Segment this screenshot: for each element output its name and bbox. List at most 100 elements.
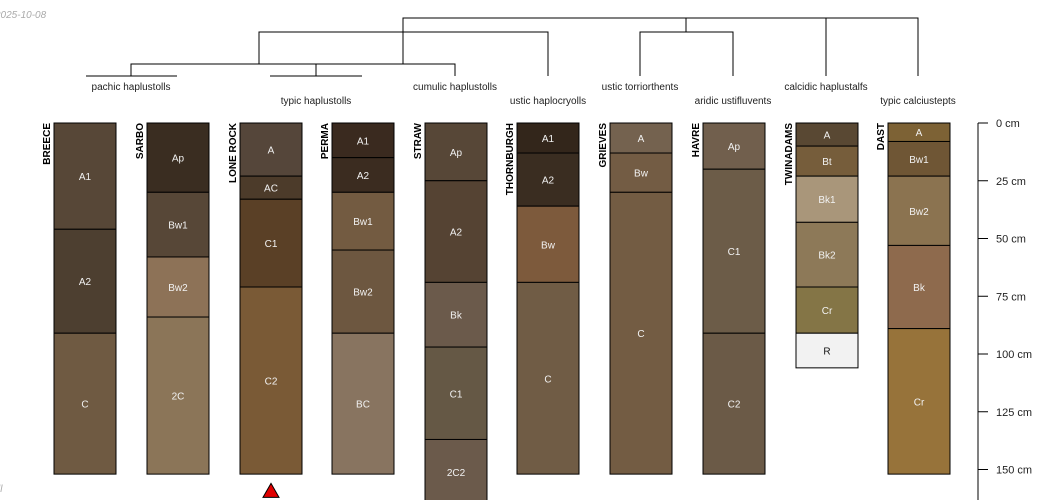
horizon-label: Bw2 [353,288,373,299]
axis-tick-label: 150 cm [996,465,1032,477]
horizon-label: Bw [634,169,649,180]
horizon-label: Bw1 [909,155,929,166]
horizon [146,191,210,258]
dendrogram [86,17,919,77]
horizon-label: Bt [822,157,832,168]
horizon [702,332,766,475]
horizon-label: A1 [79,172,92,183]
profile-dast: A Bw1 Bw2 Bk Cr DAST [876,122,951,475]
horizon [609,191,673,475]
taxonomy-label: ustic torriorthents [602,82,679,93]
profile-grieves: A Bw C GRIEVES [598,122,673,475]
horizon-label: A2 [357,171,370,182]
dendrogram-branch [258,31,549,76]
horizon [146,122,210,193]
horizon [331,249,395,334]
horizon-label: Bk [450,311,463,322]
horizon [331,332,395,475]
horizon-label: C1 [450,389,463,400]
corner-note: ll [0,484,3,495]
depth-axis: 0 cm 25 cm 50 cm 75 cm 100 cm 125 cm 150 cm [977,118,1032,500]
horizon [887,244,951,330]
horizon-label: C [544,374,551,385]
profile-name: LONE ROCK [228,122,239,183]
horizon-label: Bk [913,283,926,294]
profile-name: BREECE [42,123,53,165]
horizon-label: Ap [172,154,185,165]
horizon-label: A1 [357,136,370,147]
dendrogram-branch [402,17,919,76]
horizon [609,122,673,154]
taxonomy-label: pachic haplustolls [92,82,171,93]
horizon [516,122,580,154]
horizon-label: A2 [450,228,463,239]
profile-breece: A1 A2 C BREECE [42,122,117,475]
profile-perma: A1 A2 Bw1 Bw2 BC PERMA [320,122,395,475]
horizon-label: R [823,347,830,358]
markers [262,482,280,498]
horizon-label: 2C [172,392,185,403]
horizon [424,122,488,182]
profile-havre: Ap C1 C2 HAVRE [691,122,766,475]
horizon-label: 2C2 [447,468,466,479]
horizon-label: C1 [265,239,278,250]
horizon-label: C2 [728,400,741,411]
horizon-label: BC [356,400,370,411]
horizon-label: Cr [914,397,925,408]
taxonomy-label: cumulic haplustolls [413,82,497,93]
horizon-label: C2 [265,377,278,388]
horizon-label: C [637,329,644,340]
profile-thornburgh: A1 A2 Bw C THORNBURGH [505,122,580,475]
profile-name: DAST [876,123,887,150]
horizon [887,328,951,475]
taxonomy-label: typic calciustepts [880,96,956,107]
axis-tick-label: 100 cm [996,349,1032,361]
horizon [516,152,580,207]
horizon-label: A [268,146,275,157]
horizon [795,332,859,369]
horizon-label: Bw2 [168,283,188,294]
horizon-label: A2 [79,277,92,288]
depth-marker [262,482,280,498]
profile-name: SARBO [135,123,146,159]
horizon-label: Bk2 [818,251,836,262]
horizon-label: Cr [822,306,833,317]
horizon [331,157,395,193]
horizon-label: Bw [541,240,556,251]
horizon [609,152,673,193]
horizon [795,286,859,334]
horizon [887,175,951,246]
horizon [239,122,303,177]
horizon [424,346,488,440]
horizon-label: A [824,131,831,142]
profile-name: GRIEVES [598,123,609,168]
horizon-label: Bw1 [353,217,373,228]
taxonomy-labels: pachic haplustolls typic haplustolls cumul… [92,82,956,107]
profile-straw: Ap A2 Bk C1 2C2 STRAW [413,122,488,500]
horizon-label: C1 [728,247,741,258]
taxonomy-label: ustic haplocryolls [510,96,586,107]
horizon [239,198,303,288]
profile-twinadams: A Bt Bk1 Bk2 Cr R TWINADAMS [784,122,859,369]
profile-name: HAVRE [691,123,702,158]
dendrogram-branch [639,31,734,76]
horizon-label: A [916,128,923,139]
profile-sarbo: Ap Bw1 Bw2 2C SARBO [135,122,210,475]
horizon-label: Ap [728,142,741,153]
horizon [53,228,117,334]
horizon [702,122,766,170]
dendrogram-branch [130,63,456,76]
horizon [702,168,766,334]
horizon [795,221,859,288]
horizon [795,175,859,223]
horizon [424,281,488,348]
taxonomy-label: aridic ustifluvents [695,96,772,107]
axis-tick-label: 0 cm [996,118,1020,130]
profile-name: TWINADAMS [784,123,795,186]
horizon-label: Ap [450,148,463,159]
horizon [331,122,395,159]
profile-name: PERMA [320,123,331,159]
axis-tick-label: 50 cm [996,234,1026,246]
horizon [53,332,117,475]
taxonomy-label: typic haplustolls [281,96,352,107]
